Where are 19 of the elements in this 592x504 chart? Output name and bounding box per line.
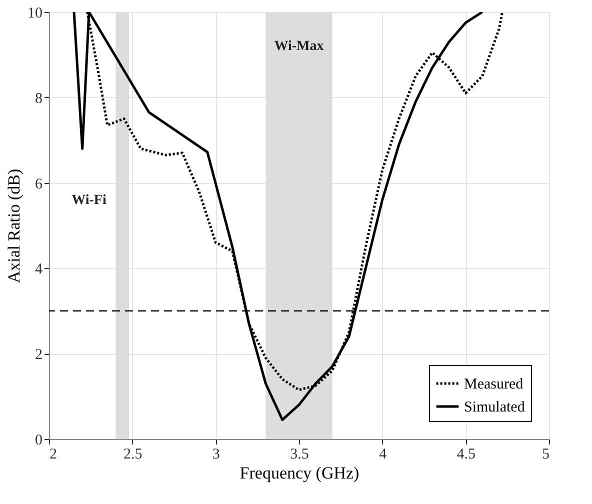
legend-label: Simulated <box>464 400 526 416</box>
x-tick-label: 3.5 <box>290 446 309 462</box>
legend-label: Measured <box>464 376 524 392</box>
y-tick-label: 4 <box>35 262 43 278</box>
band-label: Wi-Fi <box>72 192 106 208</box>
x-tick-label: 4.5 <box>456 446 476 462</box>
band-label: Wi-Max <box>274 39 324 54</box>
y-tick-label: 2 <box>35 347 42 364</box>
x-axis-title: Frequency (GHz) <box>240 464 360 482</box>
x-tick-label: 3 <box>212 446 220 462</box>
x-tick-label: 2 <box>50 446 57 462</box>
y-tick-label: 0 <box>35 432 42 448</box>
x-tick-label: 5 <box>542 446 550 462</box>
y-tick-label: 8 <box>35 90 42 107</box>
y-tick-label: 6 <box>35 176 43 192</box>
y-axis-title: Axial Ratio (dB) <box>4 168 24 284</box>
x-tick-label: 2.5 <box>123 446 142 462</box>
x-tick-label: 4 <box>379 446 388 462</box>
y-tick-label: 10 <box>28 6 42 22</box>
